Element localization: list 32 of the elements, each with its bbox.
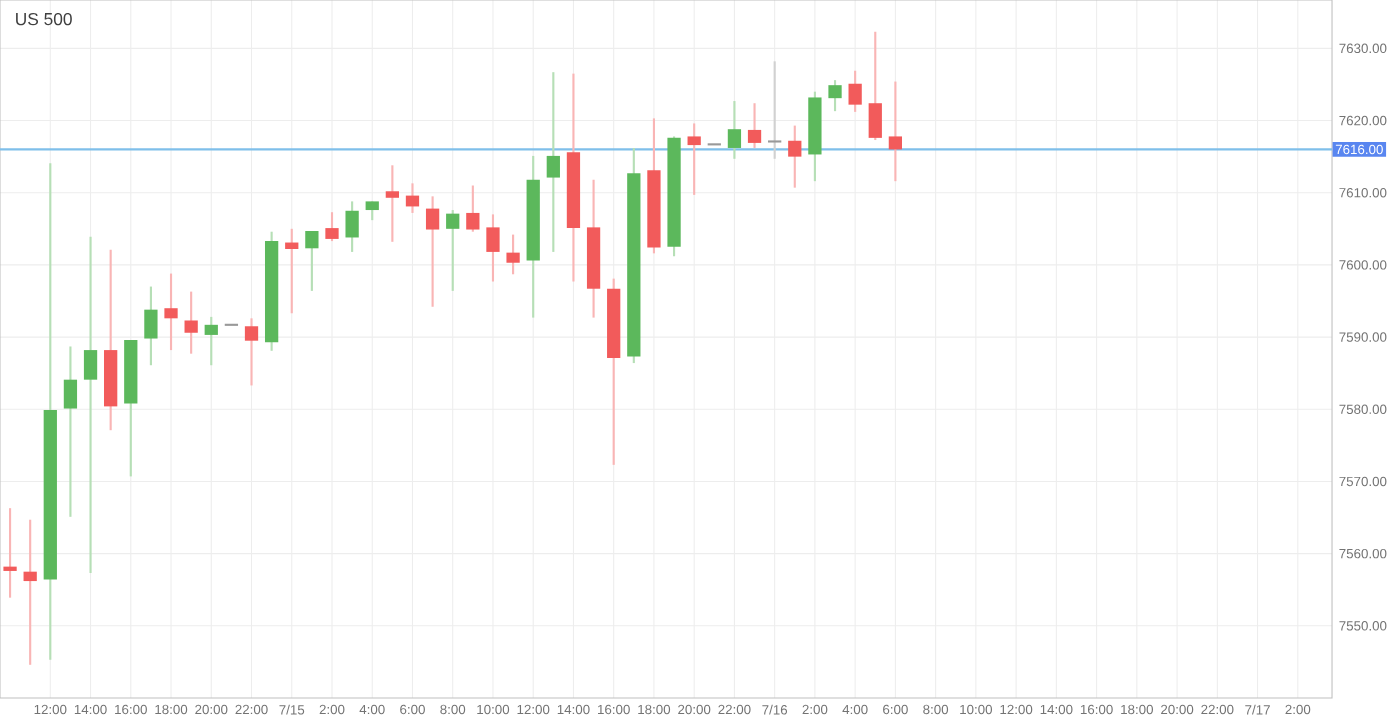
candlestick bbox=[305, 229, 319, 292]
candlestick bbox=[164, 272, 178, 352]
candlestick bbox=[727, 99, 742, 160]
candlestick bbox=[63, 345, 78, 518]
candlestick bbox=[244, 317, 259, 387]
candlestick bbox=[788, 124, 802, 189]
candlestick bbox=[285, 227, 299, 315]
candlestick bbox=[687, 122, 701, 196]
candlestick bbox=[23, 518, 37, 666]
candlestick bbox=[766, 60, 783, 160]
candlestick bbox=[345, 200, 359, 253]
candlestick bbox=[506, 233, 520, 276]
candlestick bbox=[848, 69, 862, 113]
candlestick bbox=[747, 102, 762, 150]
candlestick bbox=[888, 80, 903, 183]
candlestick bbox=[405, 182, 420, 214]
candlestick bbox=[828, 79, 842, 113]
candlestick bbox=[83, 235, 98, 575]
candlestick bbox=[3, 507, 17, 599]
candlestick bbox=[365, 200, 379, 222]
candlestick bbox=[466, 184, 480, 233]
candlestick bbox=[144, 285, 158, 367]
candlestick bbox=[425, 195, 440, 308]
text: US 500 bbox=[16, 12, 72, 26]
candlestick bbox=[446, 208, 460, 292]
candlestick bbox=[325, 211, 339, 243]
candlestick bbox=[385, 164, 399, 243]
candlestick bbox=[184, 290, 198, 355]
candlestick bbox=[546, 71, 560, 253]
candlestick bbox=[868, 30, 882, 142]
candlestick bbox=[486, 213, 500, 283]
candlestick bbox=[204, 315, 218, 367]
